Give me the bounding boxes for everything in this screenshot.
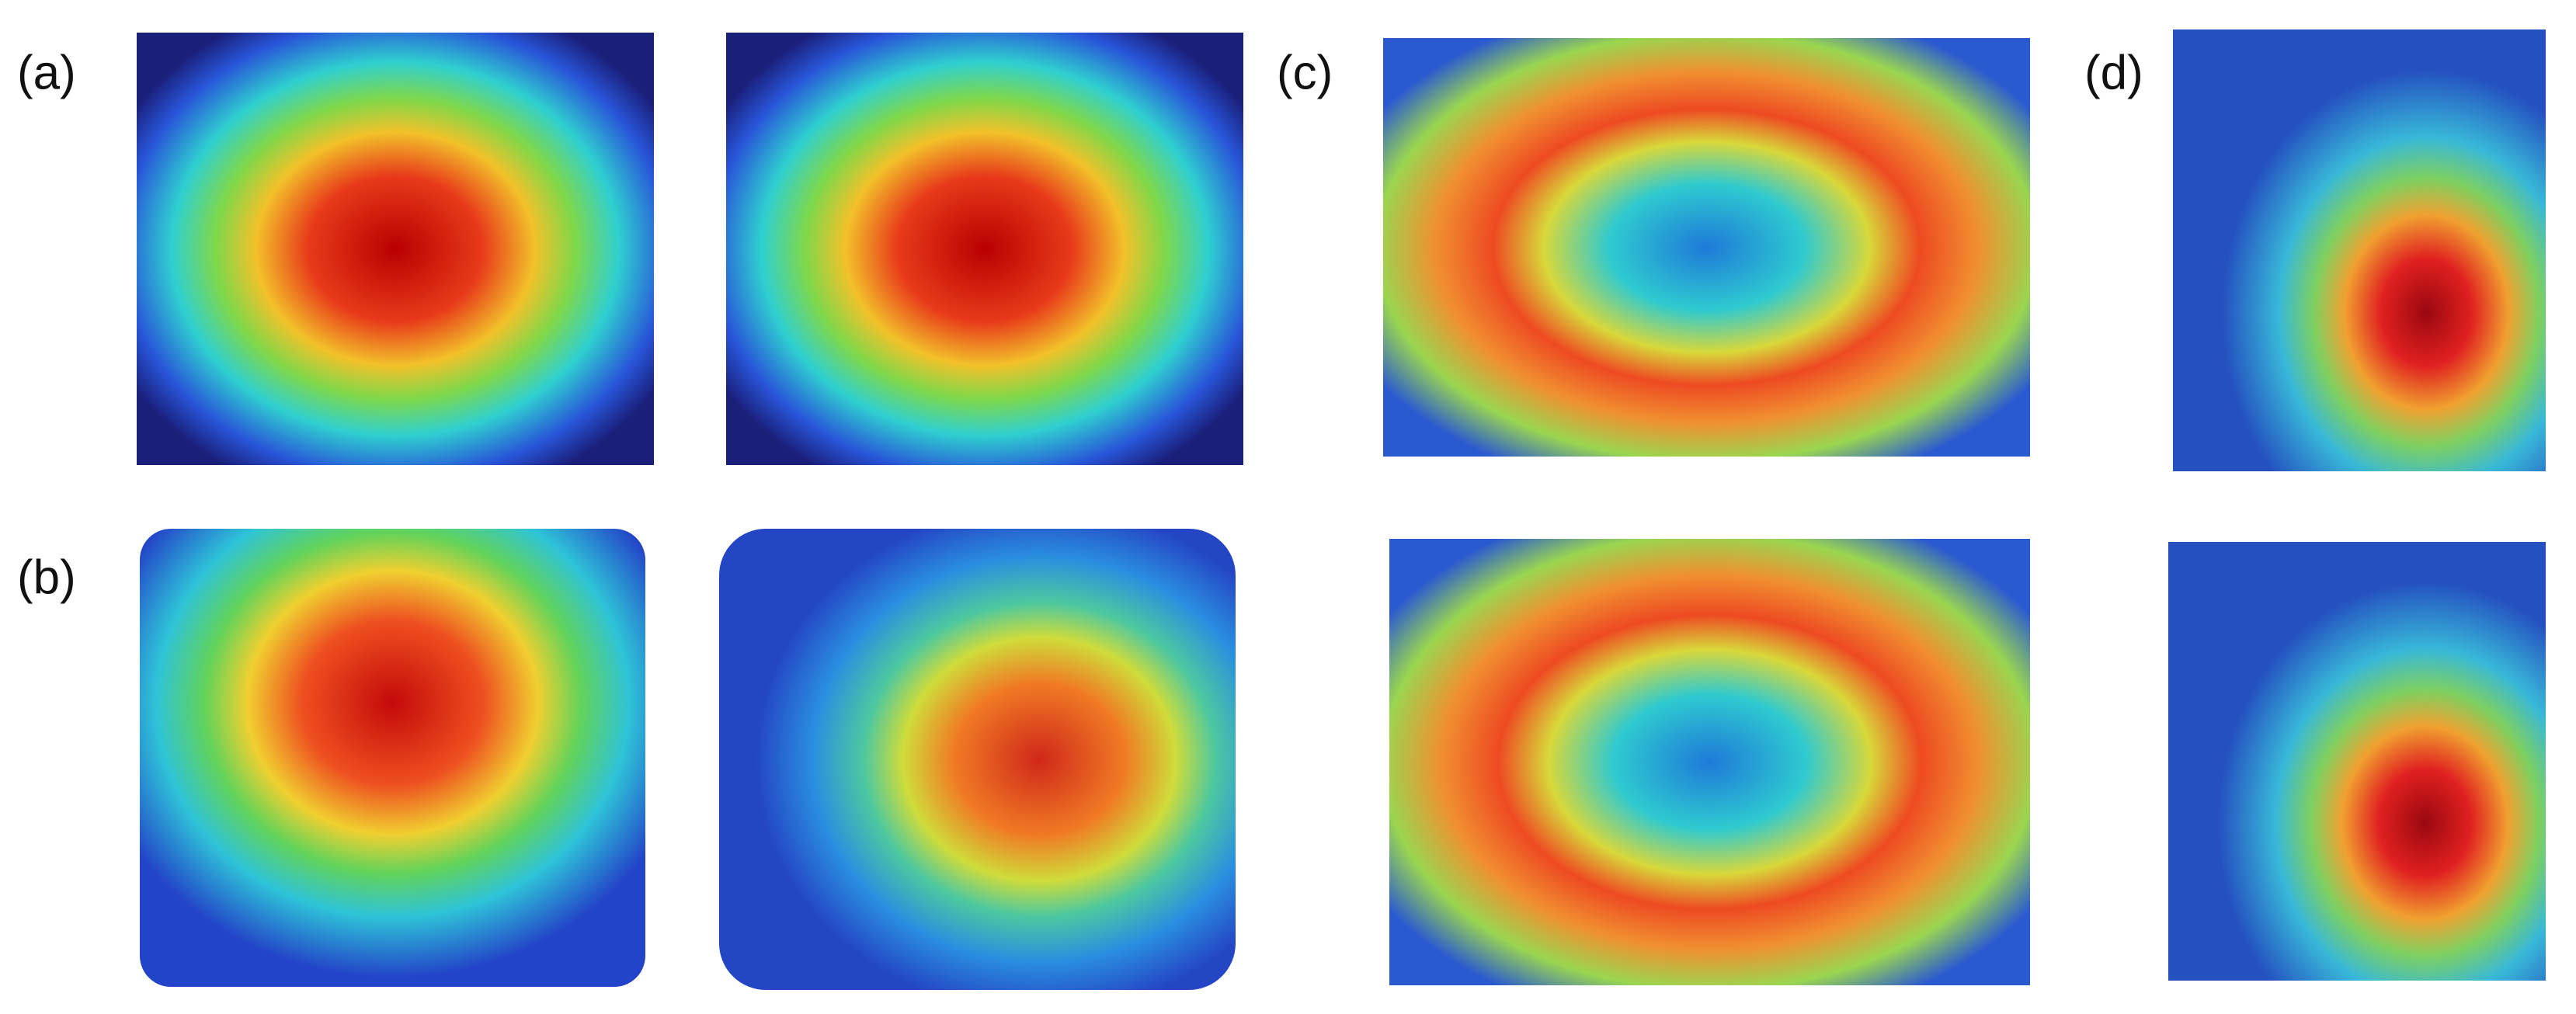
heatmap-image [140, 529, 645, 987]
panel-label: (c) [1277, 46, 1333, 99]
panel-label: (d) [2084, 46, 2143, 99]
heatmap-image [137, 33, 654, 465]
heatmap-image [2173, 30, 2546, 471]
heatmap-image [1383, 38, 2030, 457]
heatmap-image [2168, 542, 2546, 981]
panel-label: (a) [17, 46, 76, 99]
heatmap-image [726, 33, 1243, 465]
heatmap-image [719, 529, 1236, 990]
panel-label: (b) [17, 550, 76, 604]
heatmap-image [1389, 539, 2030, 985]
